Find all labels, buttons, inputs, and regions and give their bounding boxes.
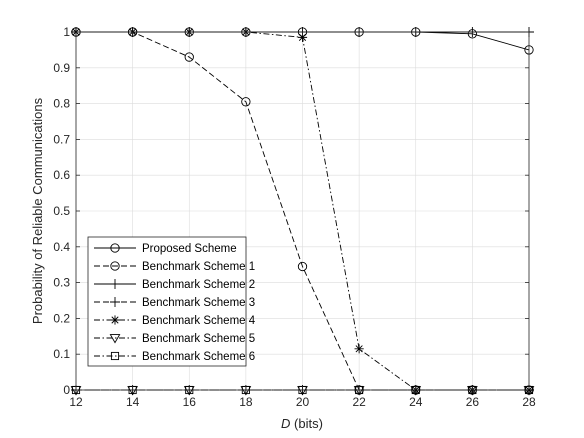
x-axis-label-symbol: D — [281, 416, 290, 431]
legend-label: Benchmark Scheme 3 — [142, 297, 255, 309]
legend-entry: Benchmark Scheme 3 — [94, 297, 255, 309]
legend-label: Benchmark Scheme 6 — [142, 351, 255, 363]
y-tick-label: 0.6 — [53, 168, 70, 182]
series-point — [354, 344, 364, 354]
legend-label: Benchmark Scheme 1 — [142, 261, 255, 273]
series-point — [297, 32, 308, 42]
legend-entry: Benchmark Scheme 6 — [94, 351, 255, 363]
y-tick-label: 0.7 — [53, 132, 70, 146]
series-point — [297, 261, 308, 272]
legend-marker — [110, 351, 120, 361]
series-point — [241, 97, 251, 107]
legend-marker — [110, 279, 120, 289]
x-tick-label: 26 — [466, 395, 480, 409]
legend-marker — [110, 243, 120, 253]
legend-items: Proposed Scheme Benchmark Scheme 1 Benchma… — [94, 243, 256, 363]
y-tick-label: 0.4 — [53, 240, 70, 254]
legend-entry: Benchmark Scheme 5 — [94, 333, 255, 345]
legend-label: Benchmark Scheme 2 — [142, 279, 255, 291]
x-tick-label: 28 — [522, 395, 536, 409]
legend-marker — [110, 297, 120, 307]
x-tick-label: 24 — [409, 395, 423, 409]
x-tick-label: 16 — [183, 395, 197, 409]
tick-labels: 12 14 16 18 20 22 24 26 28 0 0.1 0.2 0.3 0.4 0.5 0.6 0.7… — [53, 25, 536, 409]
y-tick-label: 0.3 — [53, 276, 70, 290]
legend-entry: Benchmark Scheme 2 — [94, 279, 255, 291]
y-tick-label: 1 — [63, 25, 70, 39]
legend-marker — [109, 334, 121, 344]
series-point — [184, 52, 194, 62]
y-tick-label: 0.1 — [53, 347, 70, 361]
legend-marker — [110, 315, 120, 325]
x-tick-label: 14 — [126, 395, 140, 409]
legend-entry: Benchmark Scheme 1 — [94, 261, 255, 273]
legend-entry: Benchmark Scheme 4 — [94, 315, 256, 327]
x-tick-label: 12 — [69, 395, 83, 409]
y-tick-label: 0.8 — [53, 97, 70, 111]
grid — [75, 31, 530, 391]
y-tick-label: 0.2 — [53, 311, 70, 325]
x-tick-label: 20 — [296, 395, 310, 409]
ticks — [75, 31, 530, 391]
legend-marker — [110, 261, 120, 271]
x-tick-label: 22 — [352, 395, 366, 409]
x-tick-label: 18 — [239, 395, 253, 409]
x-axis-label-unit: (bits) — [290, 416, 323, 431]
y-tick-label: 0.5 — [53, 204, 70, 218]
y-axis-label: Probability of Reliable Communications — [30, 97, 45, 324]
y-tick-label: 0.9 — [53, 61, 70, 75]
y-tick-label: 0 — [63, 383, 70, 397]
legend-label: Benchmark Scheme 5 — [142, 333, 255, 345]
x-axis-label: D (bits) — [281, 416, 323, 431]
legend-label: Proposed Scheme — [142, 243, 237, 255]
legend-entry: Proposed Scheme — [94, 243, 237, 255]
legend-box — [87, 236, 247, 367]
legend: Proposed Scheme Benchmark Scheme 1 Benchma… — [87, 236, 256, 367]
legend-label: Benchmark Scheme 4 — [142, 315, 256, 327]
